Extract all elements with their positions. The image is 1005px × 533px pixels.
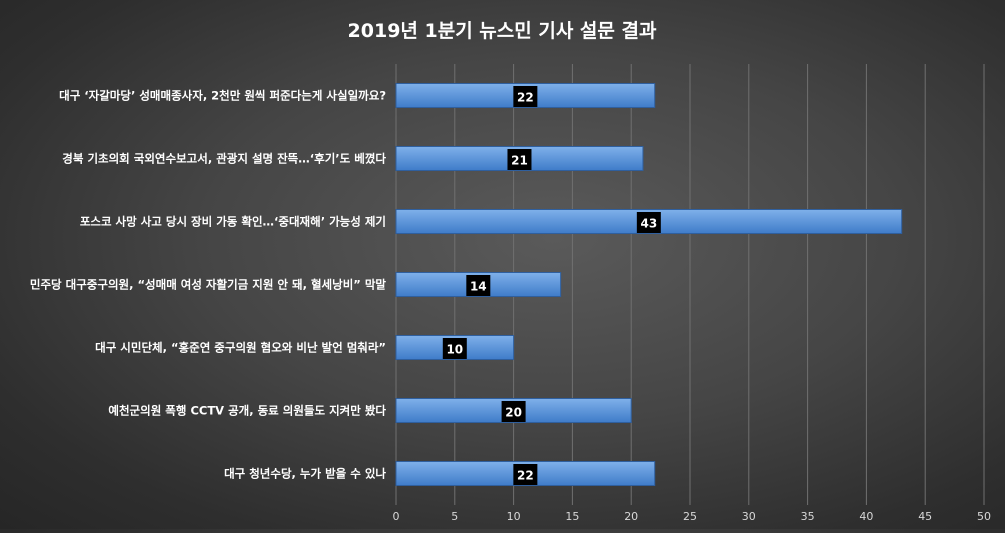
- data-label-box: [507, 149, 532, 170]
- x-axis-ticks: 0 5 10 15 20 25 30 35 40 45 50: [393, 510, 992, 523]
- category-label: 대구 ‘자갈마당’ 성매매종사자, 2천만 원씩 퍼준다는게 사실일까요?: [59, 89, 386, 103]
- category-label: 대구 청년수당, 누가 받을 수 있나: [224, 467, 386, 481]
- data-label: 22: [517, 469, 534, 483]
- data-label: 20: [505, 406, 522, 420]
- x-tick-label: 30: [742, 510, 756, 523]
- category-labels: 대구 ‘자갈마당’ 성매매종사자, 2천만 원씩 퍼준다는게 사실일까요? 경북 …: [30, 89, 387, 481]
- x-tick-label: 35: [801, 510, 815, 523]
- data-label: 43: [640, 217, 657, 231]
- chart-title: 2019년 1분기 뉴스민 기사 설문 결과: [348, 20, 657, 42]
- data-label-box: [442, 338, 467, 359]
- data-label: 10: [446, 343, 463, 357]
- category-label: 민주당 대구중구의원, “성매매 여성 자활기금 지원 안 돼, 혈세낭비” 막…: [30, 278, 387, 292]
- data-label-box: [513, 464, 538, 485]
- data-label: 21: [511, 154, 528, 168]
- x-tick-label: 20: [624, 510, 638, 523]
- bars: 22 21 43 14 10 20 22: [395, 83, 903, 486]
- data-label-box: [636, 212, 661, 233]
- gridlines: [395, 64, 985, 505]
- data-label-box: [501, 401, 526, 422]
- x-tick-label: 40: [859, 510, 873, 523]
- category-label: 대구 시민단체, “홍준연 중구의원 혐오와 비난 발언 멈춰라”: [95, 341, 386, 355]
- x-tick-label: 10: [507, 510, 521, 523]
- data-label-box: [466, 275, 491, 296]
- category-label: 예천군의원 폭행 CCTV 공개, 동료 의원들도 지켜만 봤다: [108, 404, 386, 418]
- x-tick-label: 50: [977, 510, 991, 523]
- x-tick-label: 25: [683, 510, 697, 523]
- x-tick-label: 15: [565, 510, 579, 523]
- x-tick-label: 45: [918, 510, 932, 523]
- data-label-box: [513, 86, 538, 107]
- x-tick-label: 5: [451, 510, 458, 523]
- x-tick-label: 0: [393, 510, 400, 523]
- category-label: 경북 기초의회 국외연수보고서, 관광지 설명 잔뜩…‘후기’도 베꼈다: [62, 152, 386, 166]
- data-label: 22: [517, 91, 534, 105]
- category-label: 포스코 사망 사고 당시 장비 가동 확인…‘중대재해’ 가능성 제기: [80, 215, 386, 229]
- data-label: 14: [470, 280, 487, 294]
